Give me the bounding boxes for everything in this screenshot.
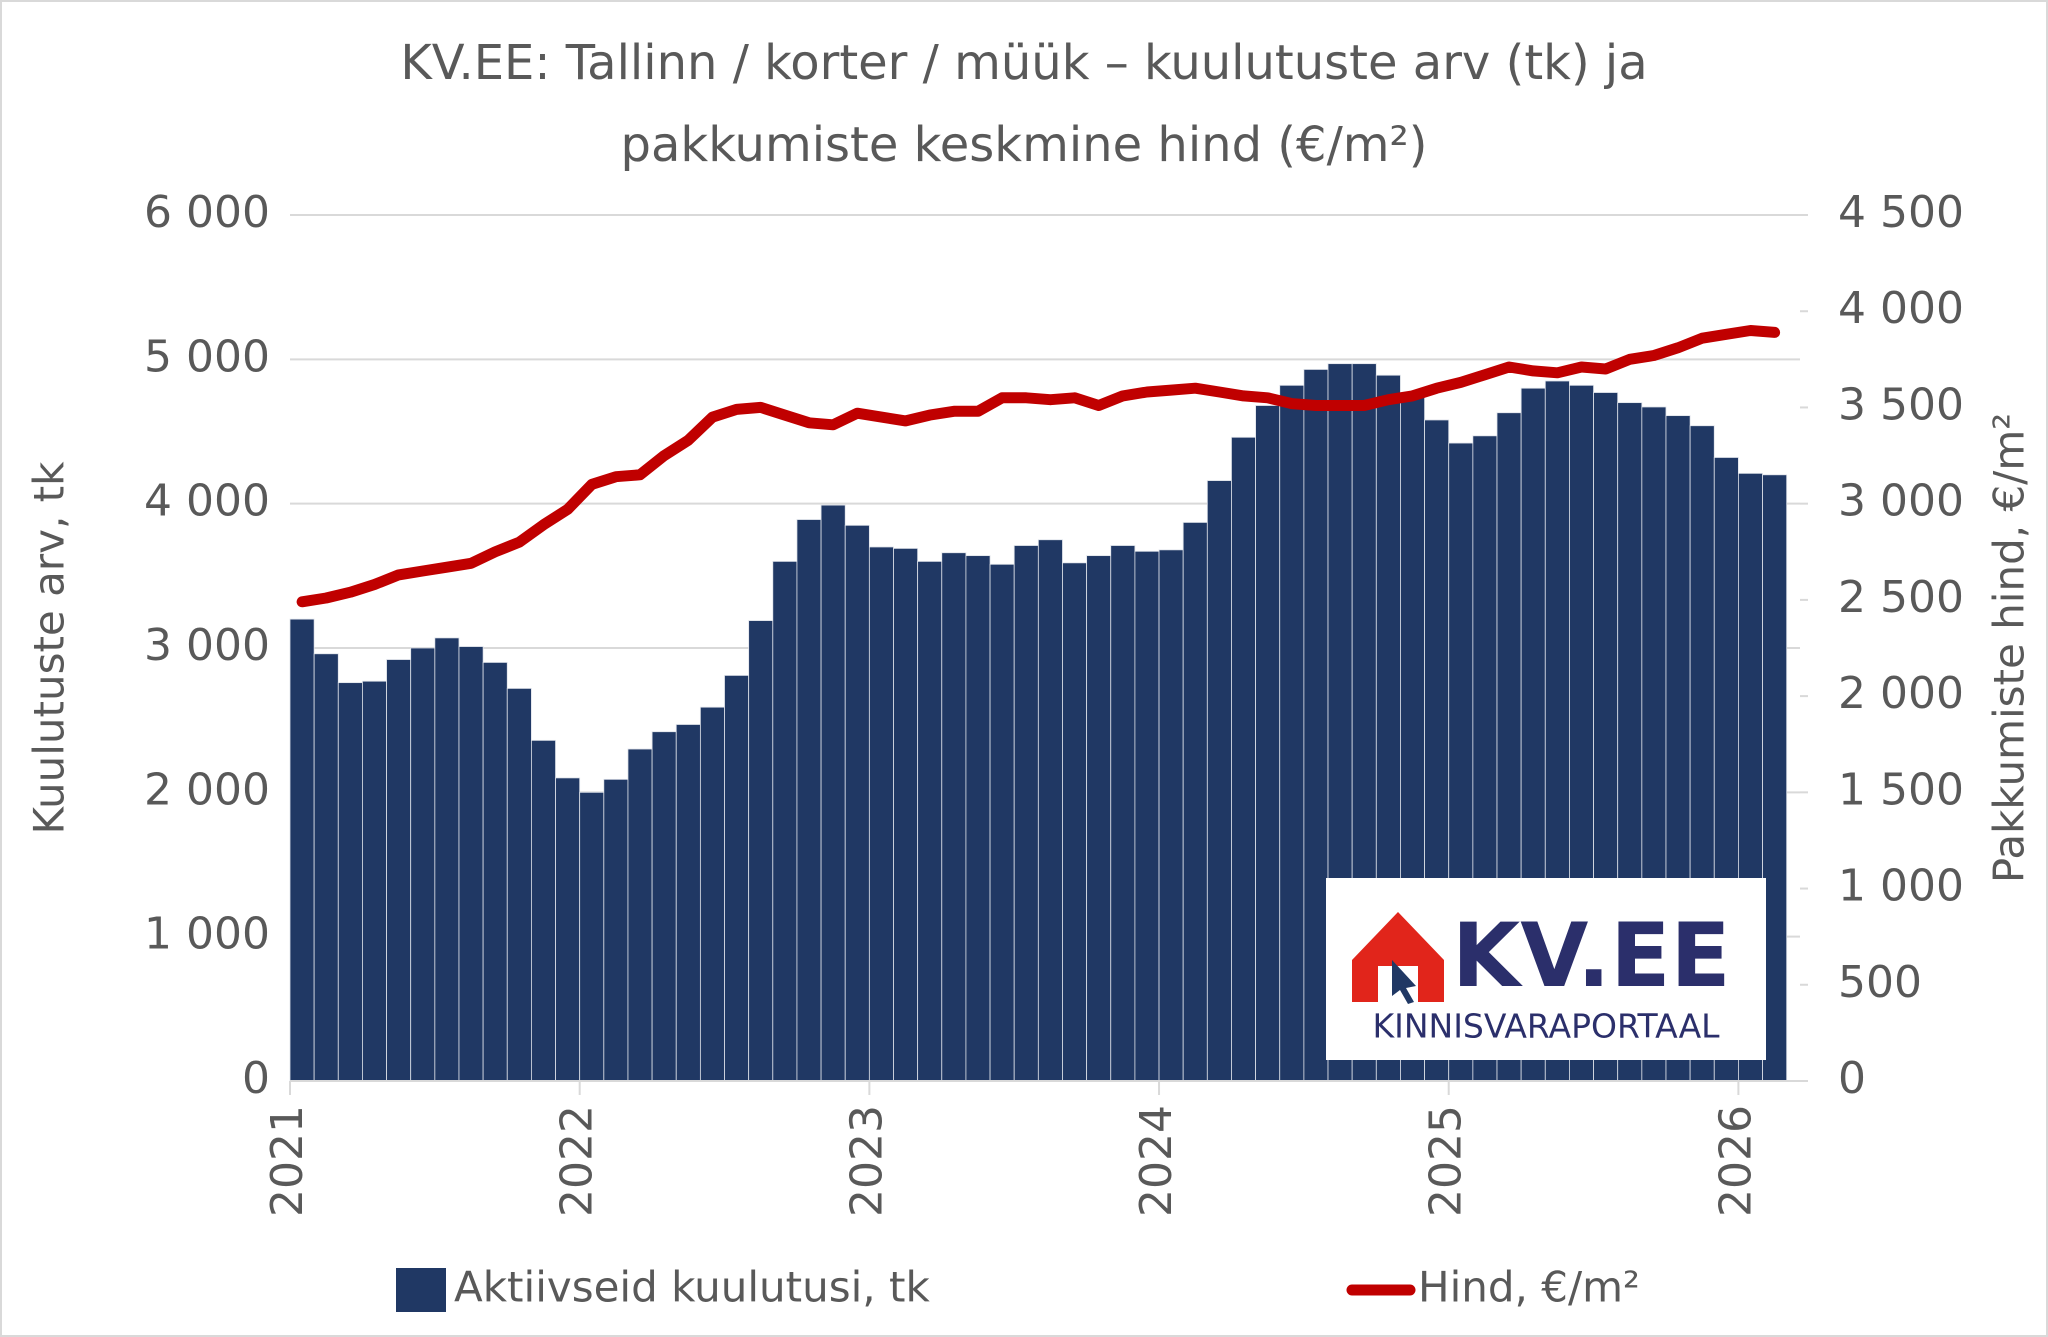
bar [699, 706, 725, 1082]
x-tick-label: 2023 [841, 1105, 892, 1217]
bar [748, 620, 774, 1082]
bar [796, 519, 822, 1082]
chart-title: pakkumiste keskmine hind (€/m²) [621, 117, 1428, 173]
bar [1110, 545, 1136, 1082]
y2-tick-label: 3 000 [1838, 476, 1964, 527]
chart-title: KV.EE: Tallinn / korter / müük – kuulutu… [400, 35, 1647, 91]
line [296, 325, 1781, 608]
bar [555, 777, 581, 1082]
y-tick-label: 3 000 [144, 620, 270, 671]
y-tick-label: 4 000 [144, 476, 270, 527]
bar [1206, 480, 1232, 1082]
bar [1037, 539, 1063, 1082]
bar [917, 561, 943, 1082]
y-tick-label: 5 000 [144, 331, 270, 382]
bar [651, 731, 677, 1082]
y2-tick-label: 500 [1838, 957, 1922, 1008]
bar [1134, 550, 1160, 1082]
y2-tick-label: 3 500 [1838, 379, 1964, 430]
y2-tick-label: 1 500 [1838, 764, 1964, 815]
bar [458, 646, 484, 1082]
logo-house [1352, 912, 1444, 1002]
bar [989, 563, 1015, 1082]
bar [289, 618, 315, 1082]
bar [868, 546, 894, 1082]
bar [386, 659, 412, 1082]
x-tick-label: 2025 [1421, 1105, 1472, 1217]
y2-tick-label: 0 [1838, 1053, 1866, 1104]
bar [965, 555, 991, 1082]
y2-tick-label: 4 000 [1838, 283, 1964, 334]
bar [627, 748, 653, 1082]
y2-axis-title: Pakkumiste hind, €/m² [1985, 413, 2034, 883]
bar [1182, 522, 1208, 1082]
bar [675, 724, 701, 1082]
x-tick-label: 2026 [1710, 1105, 1761, 1217]
bar [893, 548, 919, 1082]
bar [772, 561, 798, 1082]
y2-tick-label: 1 000 [1838, 861, 1964, 912]
bar [434, 637, 460, 1082]
bar [482, 662, 508, 1082]
y2-tick-label: 4 500 [1838, 187, 1964, 238]
logo-tagline: KINNISVARAPORTAAL [1372, 1007, 1720, 1046]
bar [337, 682, 363, 1082]
bar [941, 552, 967, 1082]
legend-label: Hind, €/m² [1418, 1263, 1640, 1312]
y-tick-label: 1 000 [144, 909, 270, 960]
bar [1158, 549, 1184, 1082]
legend-label: Aktiivseid kuulutusi, tk [454, 1263, 930, 1312]
legend-swatch [396, 1268, 446, 1312]
x-tick-label: 2024 [1131, 1105, 1182, 1217]
bar [1231, 436, 1256, 1082]
bar [1303, 369, 1329, 1082]
bar [1255, 405, 1281, 1082]
bar [820, 504, 846, 1082]
bar [362, 680, 387, 1082]
y-axis-title: Kuulutuste arv, tk [25, 461, 74, 835]
bar [1086, 555, 1112, 1082]
bar [844, 524, 870, 1082]
bar [1013, 545, 1039, 1082]
bar [506, 688, 532, 1082]
bar [1062, 562, 1088, 1082]
bar [313, 653, 339, 1082]
bar [531, 739, 556, 1082]
bar [1762, 474, 1788, 1082]
bar [603, 778, 629, 1082]
y-tick-label: 2 000 [144, 764, 270, 815]
y2-tick-label: 2 000 [1838, 668, 1964, 719]
y-tick-label: 0 [242, 1053, 270, 1104]
y-tick-label: 6 000 [144, 187, 270, 238]
bar [1279, 384, 1305, 1082]
logo-cursor [1392, 960, 1416, 1004]
bar [724, 675, 750, 1082]
x-tick-label: 2022 [552, 1105, 603, 1217]
bar [410, 647, 436, 1082]
bar [579, 791, 605, 1082]
x-tick-label: 2021 [262, 1105, 313, 1217]
y2-tick-label: 2 500 [1838, 572, 1964, 623]
logo-name: KV.EE [1452, 904, 1731, 1007]
logo: KV.EE KINNISVARAPORTAAL [1326, 878, 1766, 1060]
